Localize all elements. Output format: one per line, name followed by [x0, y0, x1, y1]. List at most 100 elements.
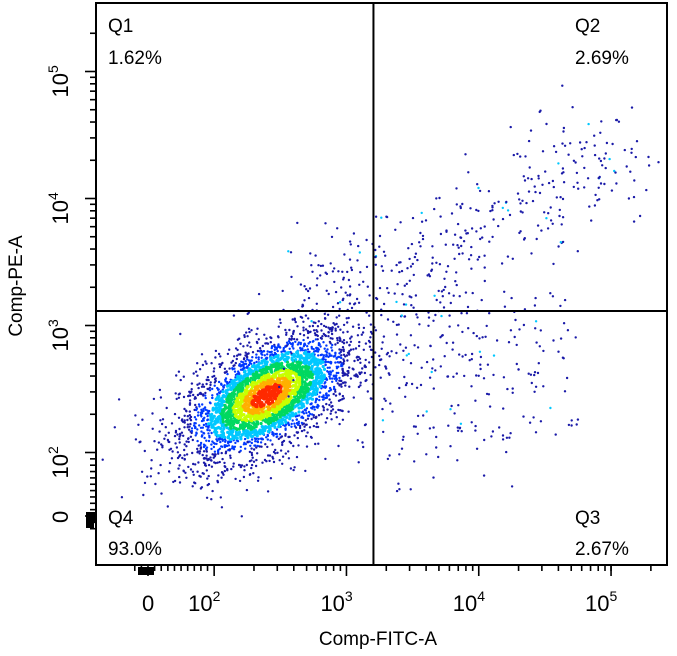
event-dot	[369, 373, 372, 377]
event-dot	[509, 329, 513, 332]
event-dot	[386, 457, 390, 461]
event-dot	[196, 428, 199, 431]
event-dot	[291, 359, 295, 363]
event-dot	[328, 375, 331, 378]
event-dot	[304, 314, 308, 317]
event-dot	[158, 388, 162, 392]
event-dot	[341, 340, 344, 344]
event-dot	[238, 479, 242, 483]
event-dot	[248, 440, 251, 443]
event-dot	[311, 340, 314, 343]
event-dot	[185, 453, 189, 456]
event-dot	[179, 434, 182, 437]
event-dot	[522, 415, 525, 418]
event-dot	[600, 120, 603, 123]
event-dot	[305, 398, 309, 402]
event-dot	[302, 326, 305, 329]
event-dot	[240, 418, 244, 422]
event-dot	[189, 422, 192, 426]
event-dot	[344, 291, 347, 294]
event-dot	[361, 331, 365, 334]
event-dot	[258, 445, 261, 448]
event-dot	[334, 361, 337, 364]
event-dot	[178, 475, 181, 479]
event-dot	[309, 403, 312, 406]
event-dot	[223, 461, 226, 465]
event-dot	[322, 409, 325, 412]
y-tick-label: 105	[45, 65, 73, 97]
event-dot	[455, 283, 458, 287]
event-dot	[303, 425, 306, 428]
event-dot	[305, 435, 308, 438]
event-dot	[324, 355, 328, 358]
event-dot	[188, 403, 192, 406]
event-dot	[257, 338, 260, 341]
offscale-event-marker	[86, 520, 94, 528]
event-dot	[336, 302, 340, 305]
event-dot	[174, 429, 178, 433]
event-dot	[219, 496, 222, 499]
y-tick-label: 0	[48, 511, 73, 523]
event-dot	[225, 370, 228, 374]
event-dot	[483, 266, 486, 269]
offscale-event-marker	[86, 512, 96, 522]
event-dot	[244, 447, 247, 450]
event-dot	[470, 227, 474, 230]
event-dot	[440, 290, 444, 293]
event-dot	[547, 212, 550, 215]
event-dot	[317, 442, 320, 445]
event-dot	[202, 423, 206, 427]
event-dot	[382, 430, 385, 434]
event-dot	[206, 414, 209, 418]
event-dot	[521, 211, 524, 214]
event-dot	[233, 367, 236, 370]
event-dot	[549, 206, 552, 209]
event-dot	[311, 270, 314, 273]
event-dot	[319, 274, 322, 277]
event-dot	[330, 346, 333, 349]
event-dot	[467, 171, 470, 174]
event-dot	[282, 346, 285, 350]
event-dot	[204, 422, 208, 426]
event-dot	[216, 461, 219, 464]
event-dot	[262, 350, 266, 353]
event-dot	[509, 432, 512, 435]
event-dot	[197, 461, 200, 464]
event-dot	[150, 467, 153, 470]
event-dot	[358, 251, 361, 254]
event-dot	[357, 244, 360, 248]
event-dot	[475, 374, 478, 377]
event-dot	[306, 345, 309, 348]
event-dot	[434, 369, 437, 372]
event-dot	[330, 349, 334, 352]
event-dot	[293, 422, 296, 425]
event-dot	[349, 340, 353, 343]
event-dot	[226, 388, 230, 392]
event-dot	[250, 441, 253, 445]
event-dot	[400, 314, 403, 317]
event-dot	[506, 255, 510, 258]
event-dot	[374, 351, 377, 354]
event-dot	[177, 416, 181, 419]
event-dot	[204, 396, 207, 400]
event-dot	[261, 344, 264, 348]
event-dot	[503, 305, 507, 308]
event-dot	[516, 192, 520, 195]
event-dot	[265, 357, 268, 361]
event-dot	[201, 363, 205, 367]
event-dot	[316, 330, 319, 333]
event-dot	[533, 304, 537, 307]
event-dot	[286, 351, 290, 356]
event-dot	[318, 398, 321, 402]
event-dot	[253, 391, 257, 395]
event-dot	[597, 176, 600, 180]
event-dot	[258, 428, 262, 432]
event-dot	[335, 416, 338, 419]
event-dot	[259, 421, 263, 426]
event-dot	[537, 362, 540, 365]
event-dot	[337, 408, 340, 412]
event-dot	[300, 316, 304, 319]
event-dot	[587, 122, 590, 126]
event-dot	[545, 122, 548, 126]
